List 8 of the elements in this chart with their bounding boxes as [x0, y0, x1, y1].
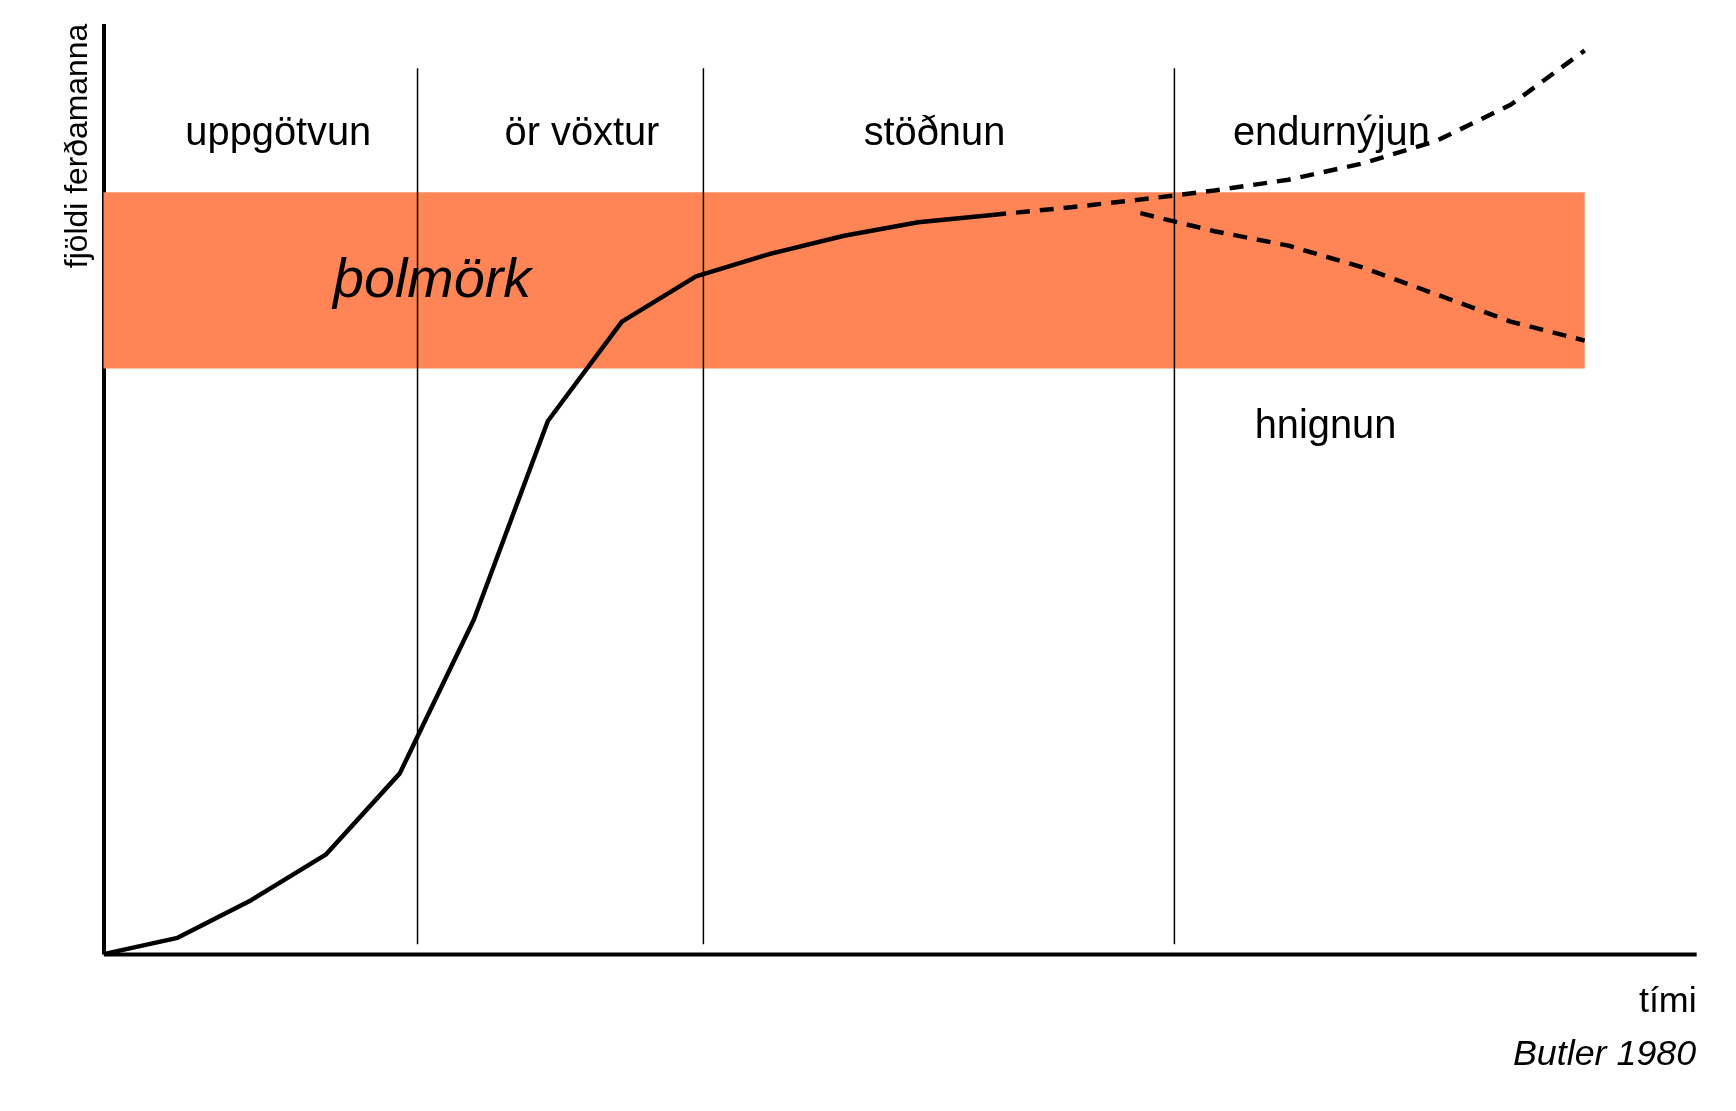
annotation: uppgötvun — [185, 108, 372, 153]
x-axis-title: tími — [1638, 980, 1697, 1021]
annotation: stöðnun — [863, 108, 1006, 153]
annotation: hnignun — [1254, 402, 1397, 447]
text: Butler 1980 — [1512, 1032, 1697, 1073]
annotation: endurnýjun — [1232, 108, 1430, 153]
annotation: ör vöxtur — [504, 108, 660, 153]
y-axis-title: fjöldi ferðamanna — [58, 23, 95, 269]
